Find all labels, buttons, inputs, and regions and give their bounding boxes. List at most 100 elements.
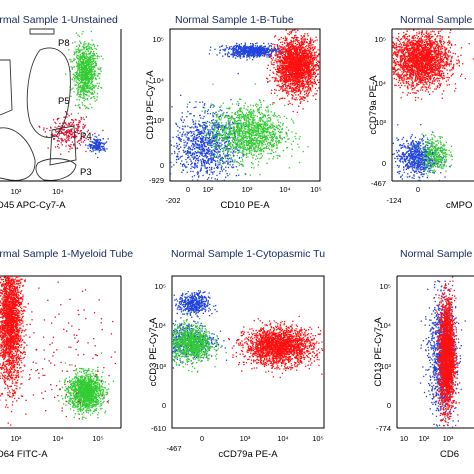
scatter-point <box>250 45 252 48</box>
scatter-point <box>249 104 252 106</box>
scatter-point <box>260 157 262 159</box>
scatter-point <box>226 145 228 147</box>
scatter-point <box>96 136 98 138</box>
scatter-point <box>78 64 81 66</box>
scatter-point <box>206 127 208 129</box>
scatter-point <box>219 134 221 137</box>
scatter-point <box>260 117 262 119</box>
scatter-point <box>82 104 84 106</box>
scatter-point <box>183 151 185 153</box>
scatter-point <box>251 128 253 131</box>
scatter-point <box>206 178 209 180</box>
scatter-point <box>270 153 272 155</box>
scatter-point <box>225 130 227 132</box>
scatter-point <box>269 117 272 119</box>
scatter-point <box>252 122 255 124</box>
scatter-point <box>84 58 86 60</box>
scatter-point <box>230 45 232 48</box>
scatter-point <box>252 118 255 120</box>
scatter-point <box>182 121 184 123</box>
scatter-point <box>265 125 267 127</box>
scatter-point <box>258 161 260 163</box>
scatter-point <box>246 149 248 152</box>
scatter-point <box>262 52 264 55</box>
scatter-point <box>260 135 262 137</box>
scatter-point <box>251 127 253 129</box>
scatter-point <box>283 115 285 118</box>
scatter-point <box>67 124 69 126</box>
scatter-point <box>91 70 93 72</box>
scatter-point <box>86 131 89 133</box>
scatter-point <box>224 128 226 130</box>
scatter-point <box>213 155 215 157</box>
scatter-point <box>96 57 99 60</box>
scatter-point <box>84 75 87 77</box>
scatter-point <box>254 51 256 53</box>
scatter-point <box>70 146 72 148</box>
scatter-point <box>168 130 169 131</box>
scatter-point <box>215 133 218 135</box>
scatter-point <box>192 137 194 139</box>
scatter-point <box>272 114 274 117</box>
scatter-point <box>245 121 247 124</box>
scatter-point <box>252 44 254 47</box>
scatter-point <box>236 126 238 128</box>
scatter-point <box>229 161 232 164</box>
scatter-point <box>83 88 85 90</box>
scatter-point <box>278 124 280 126</box>
scatter-point <box>269 53 271 56</box>
scatter-point <box>276 136 278 138</box>
scatter-point <box>98 68 100 70</box>
scatter-point <box>97 147 100 149</box>
scatter-point <box>79 70 81 72</box>
scatter-point <box>226 154 228 156</box>
scatter-point <box>221 126 224 129</box>
scatter-point <box>313 83 315 85</box>
scatter-point <box>195 120 197 122</box>
scatter-point <box>173 145 175 147</box>
scatter-point <box>234 120 236 122</box>
scatter-point <box>81 70 83 72</box>
scatter-point <box>207 148 210 150</box>
scatter-point <box>209 138 212 141</box>
scatter-point <box>218 155 220 158</box>
scatter-point <box>187 150 189 152</box>
scatter-point <box>240 135 242 137</box>
scatter-point <box>84 78 86 81</box>
scatter-point <box>302 80 304 82</box>
scatter-point <box>88 58 90 61</box>
scatter-point <box>225 166 227 168</box>
scatter-point <box>230 191 231 192</box>
scatter-point <box>189 147 191 150</box>
scatter-point <box>255 134 257 137</box>
scatter-point <box>270 123 272 125</box>
scatter-point <box>291 45 293 47</box>
scatter-point <box>242 151 244 153</box>
scatter-point <box>85 48 88 50</box>
scatter-point <box>243 154 245 157</box>
scatter-point <box>93 44 95 46</box>
scatter-point <box>78 142 80 145</box>
scatter-point <box>193 143 195 146</box>
scatter-point <box>87 147 89 149</box>
scatter-point <box>68 115 70 117</box>
scatter-point <box>201 162 203 165</box>
scatter-point <box>84 57 86 59</box>
scatter-point <box>237 169 239 171</box>
scatter-point <box>102 58 104 60</box>
scatter-point <box>183 163 185 165</box>
scatter-point <box>202 149 204 151</box>
scatter-point <box>206 139 208 141</box>
scatter-point <box>78 51 80 53</box>
scatter-point <box>212 104 214 106</box>
scatter-point <box>247 50 250 52</box>
scatter-point <box>79 75 82 77</box>
scatter-point <box>236 111 238 113</box>
scatter-point <box>269 134 271 136</box>
scatter-point <box>309 50 311 52</box>
scatter-point <box>214 147 216 149</box>
scatter-point <box>268 131 270 133</box>
scatter-point <box>237 50 239 53</box>
scatter-point <box>213 130 215 132</box>
scatter-point <box>265 123 267 125</box>
